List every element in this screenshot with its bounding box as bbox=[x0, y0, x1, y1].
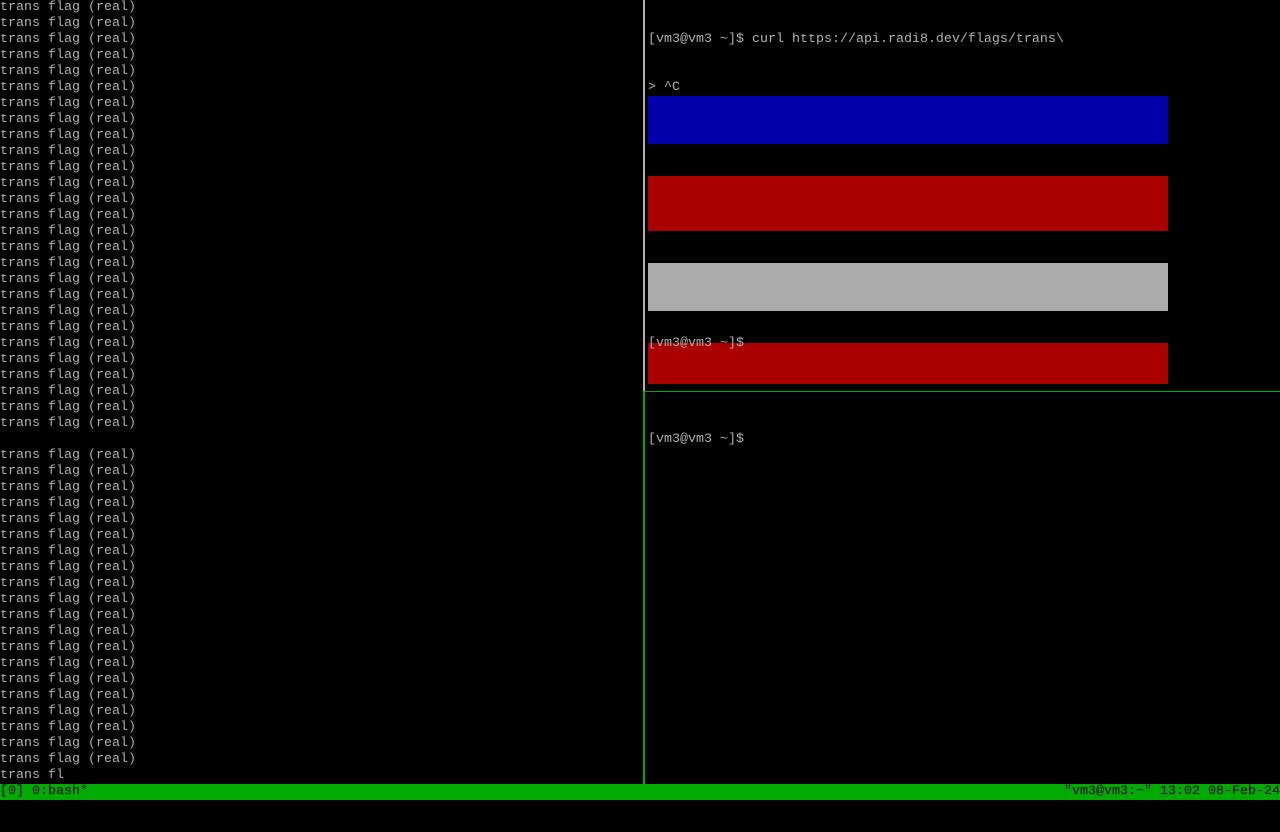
terminal-line: trans flag (real) bbox=[0, 208, 136, 223]
terminal-line: trans flag (real) bbox=[0, 528, 136, 543]
terminal-line: trans flag (real) bbox=[0, 64, 136, 79]
terminal-line: trans flag (real) bbox=[0, 576, 136, 591]
terminal-line: trans flag (real) bbox=[0, 672, 136, 687]
terminal-line: trans flag (real) bbox=[0, 544, 136, 559]
terminal-line: trans flag (real) bbox=[0, 400, 136, 415]
terminal-line: trans flag (real) bbox=[0, 752, 136, 767]
pane-divider-horizontal[interactable] bbox=[645, 391, 1280, 392]
window-list[interactable]: [0] 0:bash* bbox=[0, 784, 88, 799]
terminal-line: trans flag (real) bbox=[0, 0, 136, 15]
terminal-line: trans flag (real) bbox=[0, 480, 136, 495]
right-top-terminal-pane[interactable]: [vm3@vm3 ~]$ curl https://api.radi8.dev/… bbox=[648, 0, 1280, 384]
pane-divider-vertical-active[interactable] bbox=[643, 0, 645, 391]
terminal-line: trans flag (real) bbox=[0, 656, 136, 671]
terminal-line: > ^C bbox=[648, 80, 680, 95]
terminal-line: trans flag (real) bbox=[0, 128, 136, 143]
terminal-line: trans flag (real) bbox=[0, 144, 136, 159]
terminal-line: trans flag (real) bbox=[0, 688, 136, 703]
left-terminal-pane[interactable]: trans flag (real) trans flag (real) trans … bbox=[0, 0, 640, 784]
terminal-line: trans flag (real) bbox=[0, 272, 136, 287]
terminal-line: trans flag (real) bbox=[0, 560, 136, 575]
terminal-line: trans flag (real) bbox=[0, 720, 136, 735]
pane-divider-vertical[interactable] bbox=[643, 391, 645, 784]
shell-prompt: [vm3@vm3 ~]$ bbox=[648, 432, 744, 447]
terminal-line: trans flag (real) bbox=[0, 256, 136, 271]
terminal-line: trans flag (real) bbox=[0, 448, 136, 463]
terminal-line: trans flag (real) bbox=[0, 192, 136, 207]
terminal-line: trans flag (real) bbox=[0, 352, 136, 367]
terminal-line: trans fl bbox=[0, 768, 64, 783]
status-right-info: "vm3@vm3:~" 13:02 08-Feb-24 bbox=[1064, 784, 1280, 799]
terminal-line: trans flag (real) bbox=[0, 32, 136, 47]
terminal-line: trans flag (real) bbox=[0, 304, 136, 319]
terminal-line: trans flag (real) bbox=[0, 368, 136, 383]
terminal-line: trans flag (real) bbox=[0, 224, 136, 239]
terminal-line: trans flag (real) bbox=[0, 96, 136, 111]
flag-stripe-blue bbox=[648, 96, 1168, 144]
terminal-line: trans flag (real) bbox=[0, 384, 136, 399]
terminal-line: trans flag (real) bbox=[0, 624, 136, 639]
terminal-line: trans flag (real) bbox=[0, 464, 136, 479]
terminal-line: trans flag (real) bbox=[0, 240, 136, 255]
flag-stripe-red bbox=[648, 176, 1168, 231]
shell-prompt: [vm3@vm3 ~]$ bbox=[648, 336, 744, 351]
terminal-line: trans flag (real) bbox=[0, 496, 136, 511]
terminal-line: trans flag (real) bbox=[0, 176, 136, 191]
flag-stripe-grey bbox=[648, 263, 1168, 311]
terminal-line: trans flag (real) bbox=[0, 320, 136, 335]
terminal-line bbox=[0, 432, 640, 448]
terminal-line: trans flag (real) bbox=[0, 160, 136, 175]
terminal-line: trans flag (real) bbox=[0, 48, 136, 63]
terminal-line: [vm3@vm3 ~]$ curl https://api.radi8.dev/… bbox=[648, 32, 1064, 47]
terminal-line: trans flag (real) bbox=[0, 704, 136, 719]
right-bottom-terminal-pane[interactable]: [vm3@vm3 ~]$ bbox=[648, 400, 1280, 784]
terminal-line: trans flag (real) bbox=[0, 736, 136, 751]
terminal-line: trans flag (real) bbox=[0, 288, 136, 303]
trans-flag-image bbox=[648, 64, 1168, 384]
flag-stripe-red bbox=[648, 343, 1168, 384]
terminal-line: trans flag (real) bbox=[0, 336, 136, 351]
terminal-line: trans flag (real) bbox=[0, 80, 136, 95]
terminal-line: trans flag (real) bbox=[0, 112, 136, 127]
terminal-line: trans flag (real) bbox=[0, 512, 136, 527]
terminal-line: trans flag (real) bbox=[0, 592, 136, 607]
terminal-line: trans flag (real) bbox=[0, 640, 136, 655]
terminal-line: trans flag (real) bbox=[0, 16, 136, 31]
terminal-line: trans flag (real) bbox=[0, 416, 136, 431]
tmux-status-bar: [0] 0:bash* "vm3@vm3:~" 13:02 08-Feb-24 bbox=[0, 784, 1280, 800]
terminal-line: trans flag (real) bbox=[0, 608, 136, 623]
